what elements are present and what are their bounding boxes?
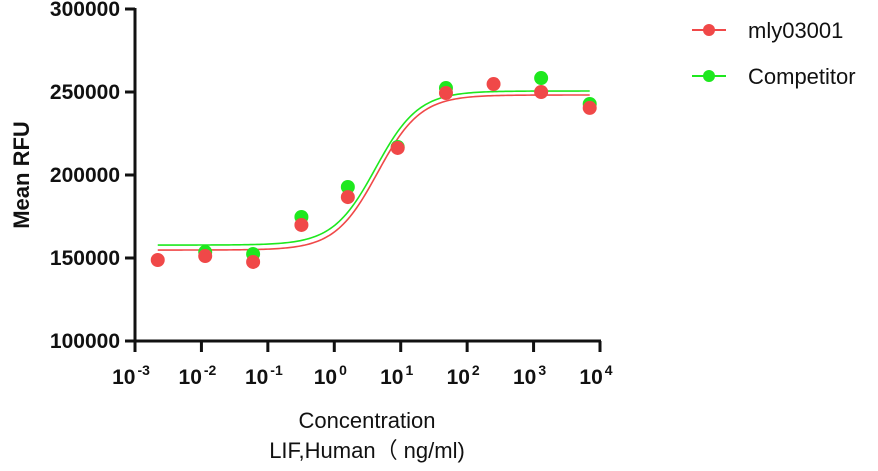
x-tick-exponent: -3 xyxy=(137,362,150,378)
x-tick-exponent: 3 xyxy=(538,362,546,378)
x-tick-base: 10 xyxy=(179,366,202,389)
data-point-mly03001 xyxy=(438,85,453,100)
data-point-mly03001 xyxy=(390,140,405,155)
x-tick-exponent: 1 xyxy=(405,362,413,378)
x-tick-base: 10 xyxy=(447,366,470,389)
data-point-mly03001 xyxy=(294,217,309,232)
x-tick-exponent: -1 xyxy=(270,362,283,378)
x-tick-label: 10 1 xyxy=(380,362,413,389)
fit-curves xyxy=(157,90,590,251)
x-tick-base: 10 xyxy=(314,366,337,389)
data-point-mly03001 xyxy=(582,100,597,115)
x-tick-exponent: 2 xyxy=(472,362,480,378)
x-axis-label-line2: LIF,Human（ ng/ml) xyxy=(269,438,465,463)
x-tick-label: 10 2 xyxy=(447,362,480,389)
x-tick-label: 10 3 xyxy=(513,362,546,389)
x-tick-exponent: -2 xyxy=(204,362,217,378)
legend-item-competitor: Competitor xyxy=(692,64,856,89)
fit-curve-competitor xyxy=(157,90,590,246)
x-tick-label: 10 0 xyxy=(314,362,347,389)
legend-marker-mly03001 xyxy=(703,24,715,36)
fit-curve-mly03001 xyxy=(157,94,590,251)
x-tick-base: 10 xyxy=(245,366,268,389)
data-point-mly03001 xyxy=(534,85,549,99)
y-ticks: 300000 250000 200000 150000 100000 xyxy=(50,0,135,353)
x-tick-label: 10 -3 xyxy=(112,362,150,389)
y-tick-label: 200000 xyxy=(50,164,120,187)
y-tick-label: 300000 xyxy=(50,0,120,21)
data-point-mly03001 xyxy=(486,77,501,92)
axes xyxy=(125,8,601,351)
y-tick-label: 100000 xyxy=(50,330,120,353)
legend-label-mly03001: mly03001 xyxy=(748,18,843,43)
data-point-mly03001 xyxy=(150,252,165,267)
data-points xyxy=(150,71,597,269)
legend: mly03001 Competitor xyxy=(692,18,856,89)
legend-marker-competitor xyxy=(703,70,715,82)
y-tick-label: 250000 xyxy=(50,81,120,104)
x-tick-exponent: 0 xyxy=(339,362,347,378)
x-tick-label: 10 -2 xyxy=(179,362,217,389)
data-point-competitor xyxy=(534,71,549,86)
x-tick-base: 10 xyxy=(112,366,135,389)
data-point-mly03001 xyxy=(198,249,213,264)
x-ticks: 10 -3 10 -2 10 -1 10 0 10 1 10 2 10 3 10 4 xyxy=(112,341,613,389)
y-axis-label: Mean RFU xyxy=(9,121,34,229)
x-axis-label-line1: Concentration xyxy=(299,408,436,433)
data-point-mly03001 xyxy=(340,190,355,205)
x-tick-label: 10 -1 xyxy=(245,362,283,389)
legend-label-competitor: Competitor xyxy=(748,64,856,89)
data-point-mly03001 xyxy=(246,254,261,269)
y-tick-label: 150000 xyxy=(50,247,120,270)
x-tick-base: 10 xyxy=(380,366,403,389)
x-tick-base: 10 xyxy=(513,366,536,389)
x-tick-exponent: 4 xyxy=(605,362,613,378)
legend-item-mly03001: mly03001 xyxy=(692,18,843,43)
x-tick-label: 10 4 xyxy=(579,362,612,389)
data-point-competitor xyxy=(340,179,355,194)
x-tick-base: 10 xyxy=(579,366,602,389)
